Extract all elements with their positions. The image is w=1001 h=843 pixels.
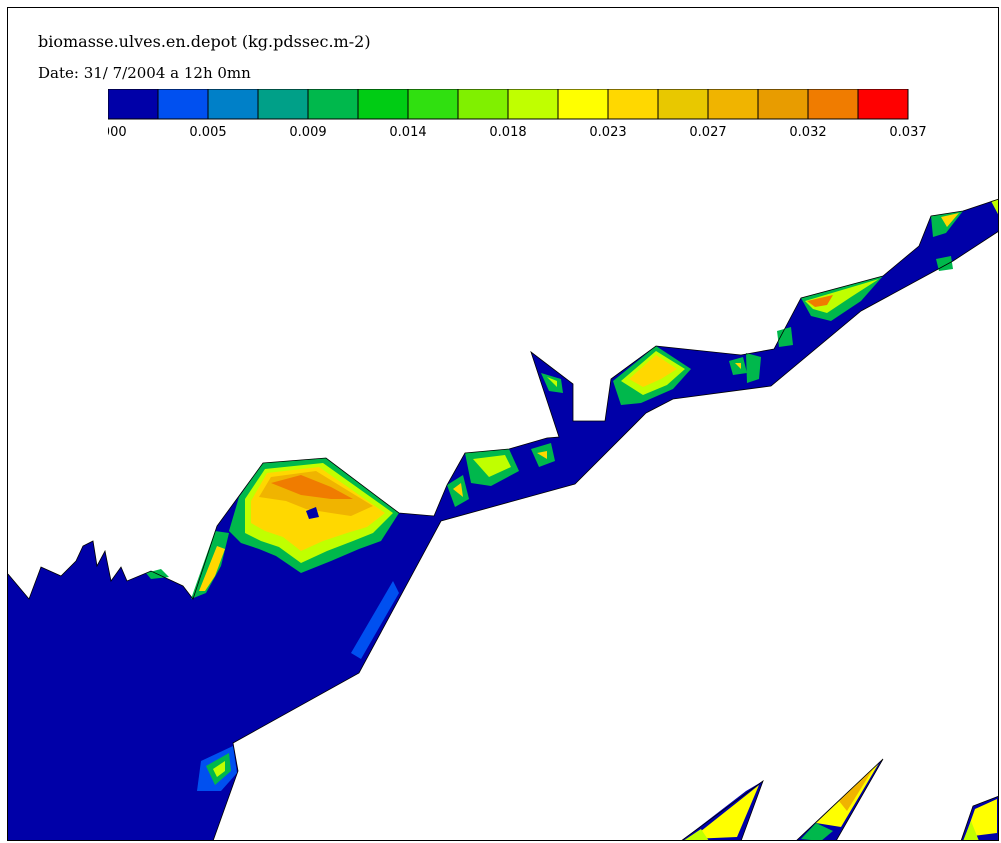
- colorbar-swatch: [257, 89, 309, 120]
- map-title: biomasse.ulves.en.depot (kg.pdssec.m-2): [38, 32, 371, 51]
- colorbar-swatch: [507, 89, 559, 120]
- date-label: Date: 31/ 7/2004 a 12h 0mn: [38, 64, 251, 82]
- colorbar-swatch: [307, 89, 359, 120]
- colorbar-swatch: [407, 89, 459, 120]
- colorbar-tick-label: 0.014: [389, 125, 426, 140]
- colorbar-tick-label: 0.027: [689, 125, 726, 140]
- colorbar-swatch: [457, 89, 509, 120]
- map-frame: biomasse.ulves.en.depot (kg.pdssec.m-2) …: [7, 7, 999, 841]
- colorbar-tick-label: 0.009: [289, 125, 326, 140]
- colorbar-swatch: [207, 89, 259, 120]
- colorbar-tick-label: 0.018: [489, 125, 526, 140]
- colorbar-swatch: [857, 89, 909, 120]
- colorbar-tick-label: 0.005: [189, 125, 226, 140]
- colorbar-swatch: [157, 89, 209, 120]
- colorbar-swatch: [707, 89, 759, 120]
- colorbar-swatch: [357, 89, 409, 120]
- biomass-map: [8, 198, 998, 840]
- colorbar-tick-label: 0.023: [589, 125, 626, 140]
- colorbar-tick-label: 0.000: [108, 125, 127, 140]
- colorbar-tick-label: 0.032: [789, 125, 826, 140]
- colorbar-swatch: [108, 89, 159, 120]
- colorbar-swatch: [757, 89, 809, 120]
- colorbar-swatch: [557, 89, 609, 120]
- colorbar-swatch: [607, 89, 659, 120]
- colorbar-swatch: [807, 89, 859, 120]
- colorbar-legend: 0.000 0.005 0.009 0.014 0.018 0.023 0.027 0.032…: [108, 89, 927, 140]
- colorbar-swatch: [657, 89, 709, 120]
- colorbar-tick-label: 0.037: [889, 125, 926, 140]
